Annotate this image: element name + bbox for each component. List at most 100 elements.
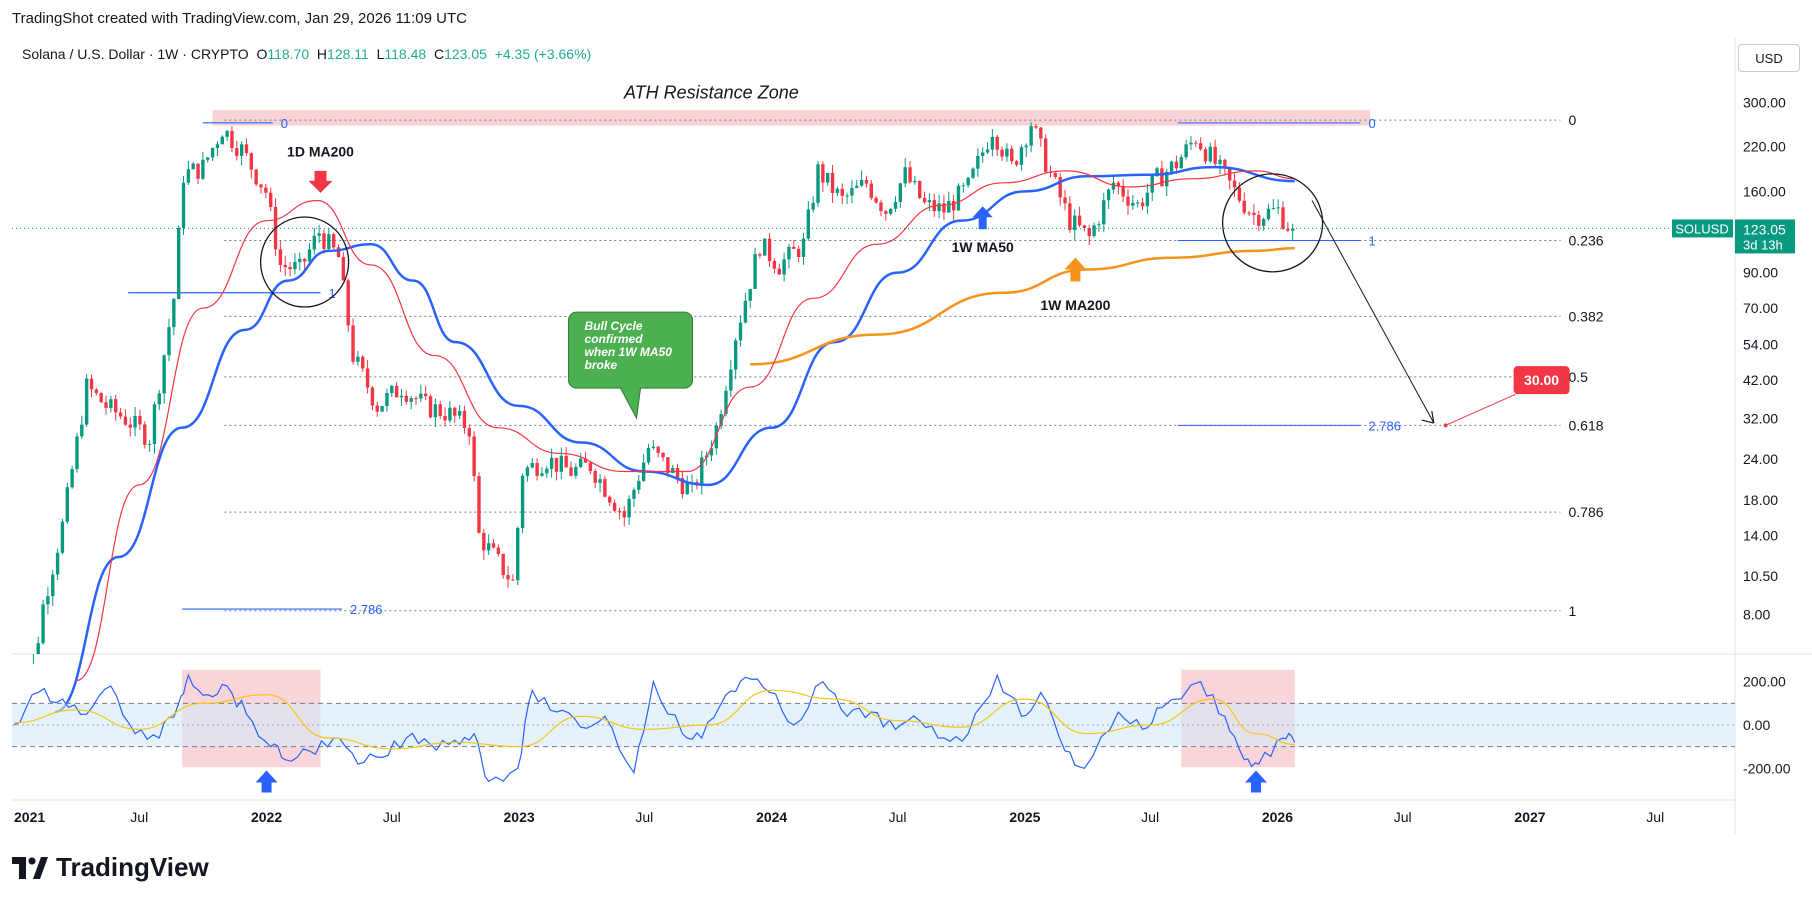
candle-body [264,187,268,193]
candle-body [632,489,636,499]
projection-arrow-line [1311,200,1435,424]
candle-body [409,398,413,402]
candle-body [1131,202,1135,206]
candle-body [540,473,544,476]
candle-body [206,157,210,160]
candle-body [99,393,103,403]
tradingview-logo-icon [12,856,48,879]
fib-retracement-label: 0.236 [1569,232,1604,248]
candle-body [341,257,346,281]
candle-body [574,466,578,476]
candle-body [482,532,486,551]
cci-series-signal [13,689,1295,750]
candle-body [1281,207,1285,229]
low-label: L [376,46,385,62]
candle-body [1189,142,1193,145]
candle-body [1102,200,1106,225]
candle-body [361,356,365,369]
price-axis-tick: 300.00 [1743,95,1786,111]
candle-body [394,385,399,398]
candle-body [390,385,394,394]
fib-extension-right-label: 1 [1368,233,1375,248]
target-badge [1513,366,1570,395]
candle-body [269,192,273,208]
price-axis-tick: 70.00 [1743,300,1778,316]
last-price-symbol: SOLUSD [1675,221,1728,236]
candle-body [637,480,641,490]
candle-body [94,389,99,394]
candle-body [850,187,854,196]
tradingview-logo[interactable]: TradingView [12,852,209,883]
up-arrow-icon [972,206,993,230]
candle-body [661,452,665,458]
candle-body [428,396,433,418]
candle-body [433,404,438,418]
price-axis-tick: 18.00 [1743,492,1778,508]
candle-body [1010,148,1014,162]
candle-body [477,476,481,533]
candle-body [685,482,689,495]
low-value: 118.48 [384,46,427,62]
highlight-circle-left [259,216,350,308]
candle-body [75,436,79,470]
brand-name: TradingView [56,852,209,882]
currency-button[interactable]: USD [1738,44,1800,72]
candle-body [51,574,55,597]
candle-body [738,322,743,341]
time-axis-tick: 2023 [504,809,535,825]
candle-body [549,457,554,469]
candle-body [1140,202,1145,207]
ma-line-1w-ma200 [750,246,1295,366]
candle-body [608,496,612,503]
candle-body [671,468,675,473]
candle-body [646,447,651,463]
candle-body [511,579,515,581]
candle-body [1097,224,1101,226]
fib-retracement-label: 0.786 [1569,504,1604,520]
price-axis-tick: 42.00 [1743,372,1778,388]
candle-body [399,395,404,398]
candle-body [1034,126,1038,128]
candle-body [1286,228,1290,231]
candle-body [225,130,229,137]
price-axis-tick: 220.00 [1743,138,1786,154]
cci-axis-tick: 0.00 [1743,717,1770,733]
down-arrow-icon [308,170,333,193]
candle-body [89,378,94,390]
candle-body [564,455,568,468]
up-arrow-icon [1244,770,1267,793]
ma-line-1d-ma200 [76,170,1295,682]
symbol-name: Solana / U.S. Dollar · 1W · CRYPTO [22,46,249,62]
candle-body [327,234,331,249]
candle-body [80,424,84,437]
candle-body [36,643,40,654]
candle-body [331,234,336,248]
candle-body [888,208,893,214]
candle-body [966,177,970,186]
candle-body [627,498,631,518]
time-axis-tick: Jul [635,809,653,825]
candle-body [1165,171,1169,187]
candle-body [312,235,316,250]
candle-body [1053,172,1058,178]
price-axis-tick: 14.00 [1743,527,1778,543]
candle-body [60,521,65,553]
candle-body [675,468,680,479]
candle-body [317,233,321,236]
candle-body [612,502,617,511]
candle-body [176,227,181,300]
candle-body [942,203,946,213]
candle-body [1087,228,1091,237]
candle-body [293,262,297,270]
candle-body [1039,127,1043,139]
candle-body [506,575,510,580]
ath-zone-label: ATH Resistance Zone [623,83,799,103]
time-axis-tick: Jul [130,809,148,825]
candle-body [763,238,767,256]
candle-body [123,416,128,425]
annotation-1w-ma50: 1W MA50 [952,239,1014,255]
ath-resistance-zone [212,109,1371,126]
candle-body [1228,168,1232,181]
candle-body [806,209,811,239]
